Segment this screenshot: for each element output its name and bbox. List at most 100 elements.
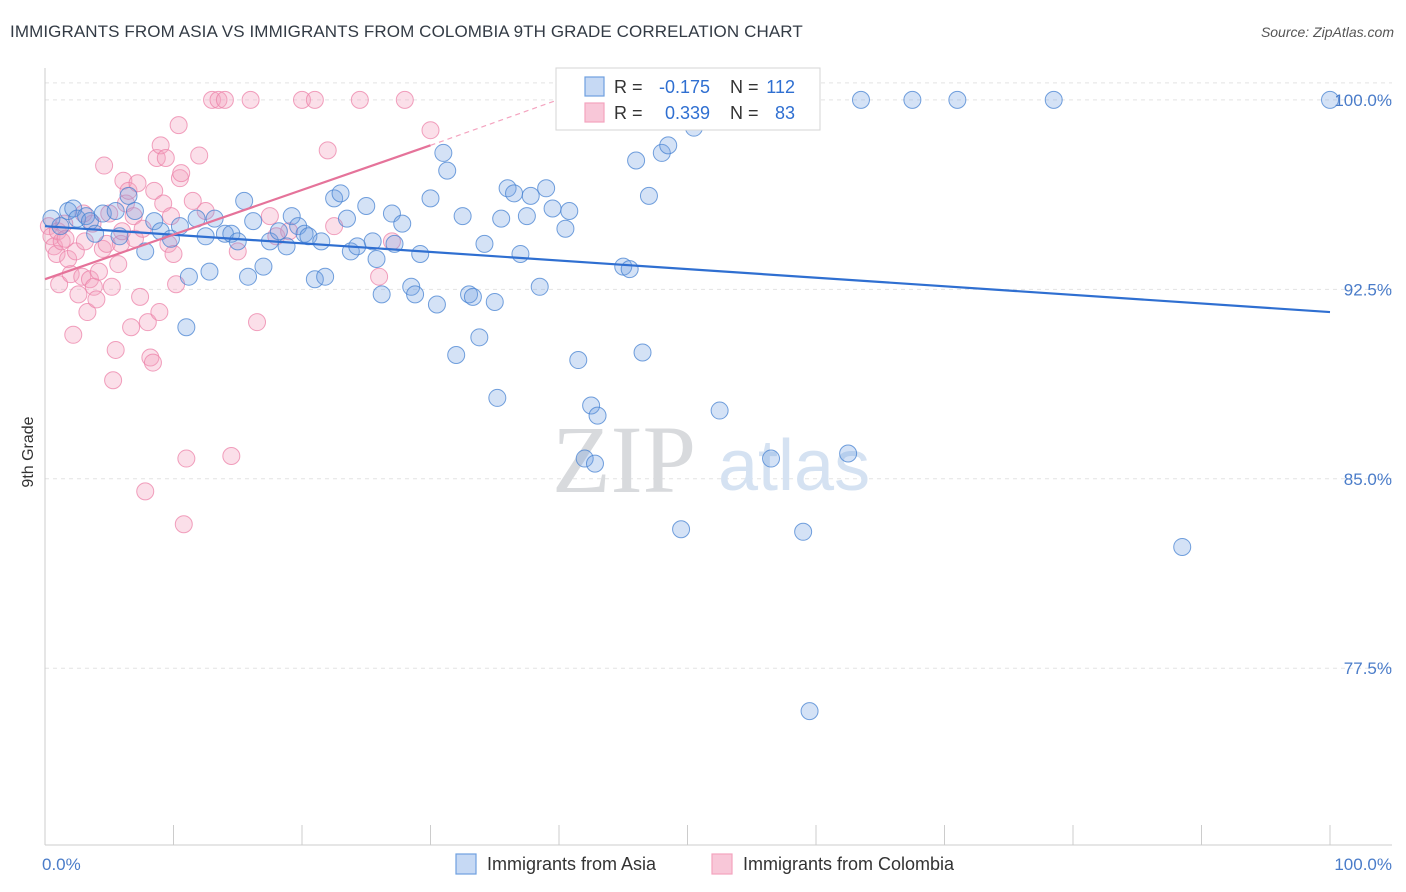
asia-point bbox=[453, 207, 472, 226]
asia-point bbox=[331, 184, 350, 203]
series-legend: Immigrants from Asia Immigrants from Col… bbox=[455, 853, 955, 875]
colombia-point bbox=[119, 181, 138, 200]
colombia-trend-extension bbox=[430, 94, 573, 146]
asia-point bbox=[488, 388, 507, 407]
colombia-point bbox=[136, 482, 155, 501]
colombia-point bbox=[78, 303, 97, 322]
asia-point bbox=[282, 207, 301, 226]
asia-point bbox=[411, 244, 430, 263]
asia-point bbox=[136, 242, 155, 261]
asia-point bbox=[254, 257, 273, 276]
asia-point bbox=[427, 295, 446, 314]
colombia-point bbox=[248, 313, 267, 332]
asia-point bbox=[463, 287, 482, 306]
asia-point bbox=[556, 219, 575, 238]
asia-point bbox=[575, 449, 594, 468]
asia-point bbox=[316, 267, 335, 286]
asia-point bbox=[269, 222, 288, 241]
asia-point bbox=[903, 90, 922, 109]
asia-point bbox=[1173, 537, 1192, 556]
legend-colombia-r-value: 0.339 bbox=[665, 103, 710, 123]
asia-point bbox=[406, 285, 425, 304]
asia-point bbox=[543, 199, 562, 218]
asia-point bbox=[639, 186, 658, 205]
colombia-point bbox=[190, 146, 209, 165]
colombia-trend-line bbox=[44, 144, 431, 281]
axes bbox=[44, 68, 1392, 846]
colombia-point bbox=[66, 242, 85, 261]
colombia-point bbox=[95, 156, 114, 175]
colombia-point bbox=[109, 255, 128, 274]
y-axis-label: 9th Grade bbox=[20, 416, 37, 487]
asia-point bbox=[228, 232, 247, 251]
asia-point bbox=[800, 702, 819, 721]
colombia-point bbox=[87, 290, 106, 309]
colombia-point bbox=[421, 121, 440, 140]
asia-point bbox=[560, 202, 579, 221]
colombia-point bbox=[370, 267, 389, 286]
asia-point bbox=[588, 406, 607, 425]
colombia-point bbox=[145, 181, 164, 200]
asia-point bbox=[492, 209, 511, 228]
watermark-atlas: atlas bbox=[718, 426, 870, 506]
colombia-point bbox=[293, 90, 311, 109]
y-tick-label: 92.5% bbox=[1344, 280, 1392, 299]
asia-point bbox=[86, 224, 105, 243]
asia-point bbox=[569, 351, 588, 370]
asia-point bbox=[582, 396, 601, 415]
asia-point bbox=[277, 237, 296, 256]
asia-point bbox=[505, 184, 524, 203]
asia-point bbox=[585, 454, 604, 473]
legend-colombia-n-value: 83 bbox=[775, 103, 795, 123]
asia-point bbox=[385, 234, 404, 253]
asia-trend-line bbox=[44, 225, 1331, 314]
colombia-point bbox=[169, 116, 188, 135]
legend-colombia-n-label: N = bbox=[730, 103, 759, 123]
colombia-point bbox=[59, 250, 78, 269]
asia-point bbox=[659, 136, 678, 155]
colombia-point bbox=[183, 191, 202, 210]
watermark-zip: ZIP bbox=[552, 406, 696, 513]
asia-point bbox=[125, 202, 144, 221]
colombia-point bbox=[222, 447, 241, 466]
asia-point bbox=[200, 262, 219, 281]
asia-point bbox=[620, 260, 639, 279]
asia-point bbox=[710, 401, 729, 420]
colombia-point bbox=[143, 353, 162, 372]
asia-point bbox=[393, 214, 412, 233]
asia-point bbox=[239, 267, 258, 286]
asia-point bbox=[948, 90, 967, 109]
colombia-point bbox=[215, 90, 234, 109]
colombia-point bbox=[69, 285, 88, 304]
asia-point bbox=[372, 285, 391, 304]
legend-swatch-colombia bbox=[584, 102, 605, 123]
colombia-points bbox=[39, 90, 440, 534]
colombia-point bbox=[138, 313, 157, 332]
asia-point bbox=[794, 522, 813, 541]
colombia-point bbox=[350, 90, 369, 109]
asia-point bbox=[1321, 90, 1339, 109]
y-tick-label: 77.5% bbox=[1344, 659, 1392, 678]
colombia-point bbox=[75, 232, 94, 251]
legend-asia-r-value: -0.175 bbox=[659, 77, 710, 97]
asia-point bbox=[177, 318, 196, 337]
asia-point bbox=[305, 270, 324, 289]
x-tick-label-min: 0.0% bbox=[42, 855, 81, 874]
colombia-point bbox=[122, 318, 141, 337]
asia-point bbox=[367, 250, 386, 269]
asia-point bbox=[244, 212, 263, 231]
asia-point bbox=[438, 161, 457, 180]
legend-asia-n-value: 112 bbox=[766, 77, 795, 97]
colombia-point bbox=[131, 287, 150, 306]
asia-point bbox=[633, 343, 652, 362]
y-tick-label: 85.0% bbox=[1344, 470, 1392, 489]
asia-point bbox=[357, 196, 376, 215]
bottom-legend-colombia: Immigrants from Colombia bbox=[743, 854, 955, 874]
asia-point bbox=[363, 232, 382, 251]
grid-lines bbox=[45, 82, 1392, 669]
asia-point bbox=[511, 244, 530, 263]
colombia-point bbox=[89, 262, 108, 281]
colombia-point bbox=[174, 515, 193, 534]
legend-asia-n-label: N = bbox=[730, 77, 759, 97]
